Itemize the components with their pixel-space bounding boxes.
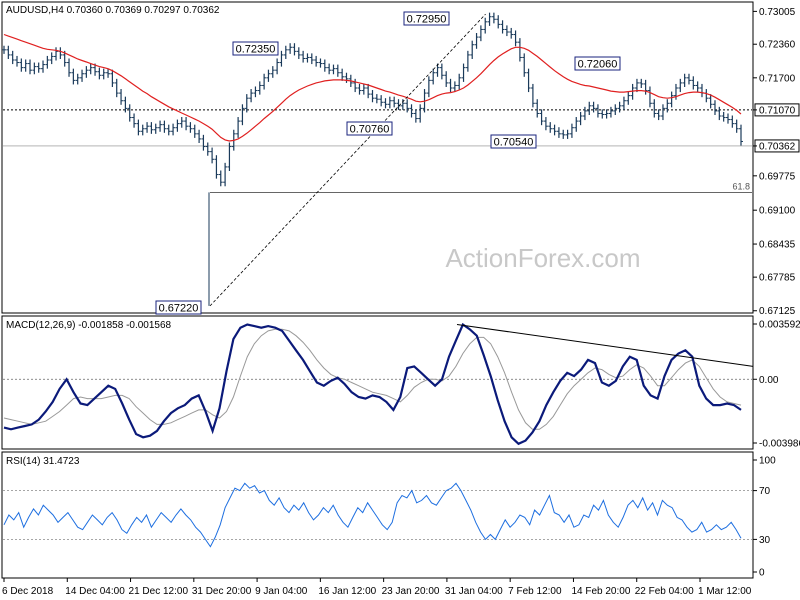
price-tick-label: 0.69775 — [759, 171, 796, 182]
swing-label-0.70540: 0.70540 — [494, 137, 534, 149]
price-tick-label: 0.67785 — [759, 273, 796, 284]
watermark: ActionForex.com — [445, 243, 640, 273]
rsi-tick-label: 0 — [759, 568, 765, 579]
x-tick-label: 22 Feb 04:00 — [635, 586, 694, 597]
macd-panel-frame — [1, 315, 754, 450]
macd-tick-label: 0.00 — [759, 375, 779, 386]
x-tick-label: 23 Jan 20:00 — [382, 586, 440, 597]
rsi-tick-label: 70 — [759, 486, 771, 497]
price-panel-frame — [1, 1, 754, 314]
rsi-layer — [3, 482, 752, 548]
price-panel-title: AUDUSD,H4 0.70360 0.70369 0.70297 0.7036… — [6, 5, 220, 16]
swing-label-0.72350: 0.72350 — [236, 44, 276, 56]
x-tick-label: 21 Dec 12:00 — [129, 586, 189, 597]
x-tick-label: 7 Feb 12:00 — [508, 586, 562, 597]
rsi-line — [3, 482, 742, 548]
x-tick-label: 9 Jan 04:00 — [255, 586, 308, 597]
x-tick-label: 31 Dec 20:00 — [192, 586, 252, 597]
macd-main-line — [3, 322, 742, 446]
x-tick-label: 31 Jan 04:00 — [445, 586, 503, 597]
price-tick-label: 0.71070 — [759, 105, 796, 116]
swing-label-0.72060: 0.72060 — [578, 59, 618, 71]
fib-trend-line — [209, 13, 486, 307]
x-tick-label: 6 Dec 2018 — [2, 586, 54, 597]
rsi-tick-label: 30 — [759, 535, 771, 546]
swing-label-box — [232, 41, 279, 56]
axis-layer: 0.73005 0.72360 0.71700 0.71070 0.70362 0.697… — [2, 7, 800, 597]
macd-trend-line — [456, 323, 754, 367]
price-tick-label: 0.69100 — [759, 206, 796, 217]
swing-label-0.70760: 0.70760 — [350, 124, 390, 136]
price-layer: 61.8 0.72950 0.72350 0.72060 0.70760 0.70540 0… — [2, 11, 752, 315]
price-tick-label: 0.73005 — [759, 7, 796, 18]
swing-label-box — [346, 121, 393, 136]
swing-label-box — [490, 134, 537, 149]
x-tick-label: 1 Mar 12:00 — [698, 586, 752, 597]
price-tick-label: 0.67125 — [759, 306, 796, 317]
rsi-panel-frame — [1, 451, 754, 579]
x-tick-label: 14 Feb 20:00 — [571, 586, 630, 597]
x-tick-label: 16 Jan 12:00 — [318, 586, 376, 597]
swing-label-box — [155, 300, 202, 315]
price-tick-label: 0.71700 — [759, 73, 796, 84]
macd-tick-label: 0.003592 — [759, 320, 800, 331]
rsi-panel-title: RSI(14) 31.4723 — [6, 456, 80, 467]
macd-layer — [3, 322, 754, 446]
macd-panel-title: MACD(12,26,9) -0.001858 -0.001568 — [6, 320, 172, 331]
macd-tick-label: -0.003986 — [759, 439, 800, 450]
swing-label-box — [403, 11, 450, 26]
fib-level-label: 61.8 — [732, 181, 750, 191]
swing-label-box — [574, 56, 621, 71]
swing-label-0.72950: 0.72950 — [407, 14, 447, 26]
rsi-tick-label: 100 — [759, 456, 776, 467]
swing-label-0.67220: 0.67220 — [159, 303, 199, 315]
moving-average-line — [3, 33, 742, 142]
price-tick-label: 0.68435 — [759, 240, 796, 251]
x-tick-label: 14 Dec 04:00 — [65, 586, 125, 597]
price-tick-label: 0.70362 — [759, 141, 796, 152]
price-tick-label: 0.72360 — [759, 40, 796, 51]
